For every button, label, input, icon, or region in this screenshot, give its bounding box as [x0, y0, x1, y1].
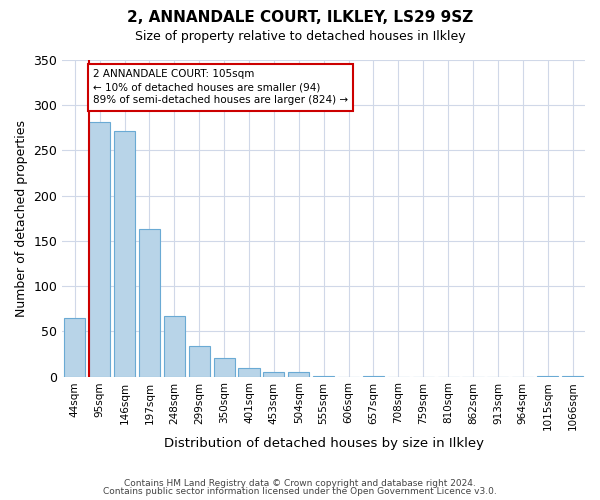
Bar: [139, 229, 160, 376]
Bar: [263, 372, 284, 376]
Bar: [188, 346, 210, 376]
X-axis label: Distribution of detached houses by size in Ilkley: Distribution of detached houses by size …: [164, 437, 484, 450]
Bar: [89, 122, 110, 376]
Bar: [164, 316, 185, 376]
Text: Contains HM Land Registry data © Crown copyright and database right 2024.: Contains HM Land Registry data © Crown c…: [124, 478, 476, 488]
Text: 2 ANNANDALE COURT: 105sqm
← 10% of detached houses are smaller (94)
89% of semi-: 2 ANNANDALE COURT: 105sqm ← 10% of detac…: [93, 69, 348, 106]
Text: Contains public sector information licensed under the Open Government Licence v3: Contains public sector information licen…: [103, 487, 497, 496]
Y-axis label: Number of detached properties: Number of detached properties: [15, 120, 28, 317]
Bar: [64, 318, 85, 376]
Bar: [214, 358, 235, 376]
Bar: [238, 368, 260, 376]
Text: Size of property relative to detached houses in Ilkley: Size of property relative to detached ho…: [134, 30, 466, 43]
Bar: [114, 132, 135, 376]
Text: 2, ANNANDALE COURT, ILKLEY, LS29 9SZ: 2, ANNANDALE COURT, ILKLEY, LS29 9SZ: [127, 10, 473, 25]
Bar: [288, 372, 310, 376]
